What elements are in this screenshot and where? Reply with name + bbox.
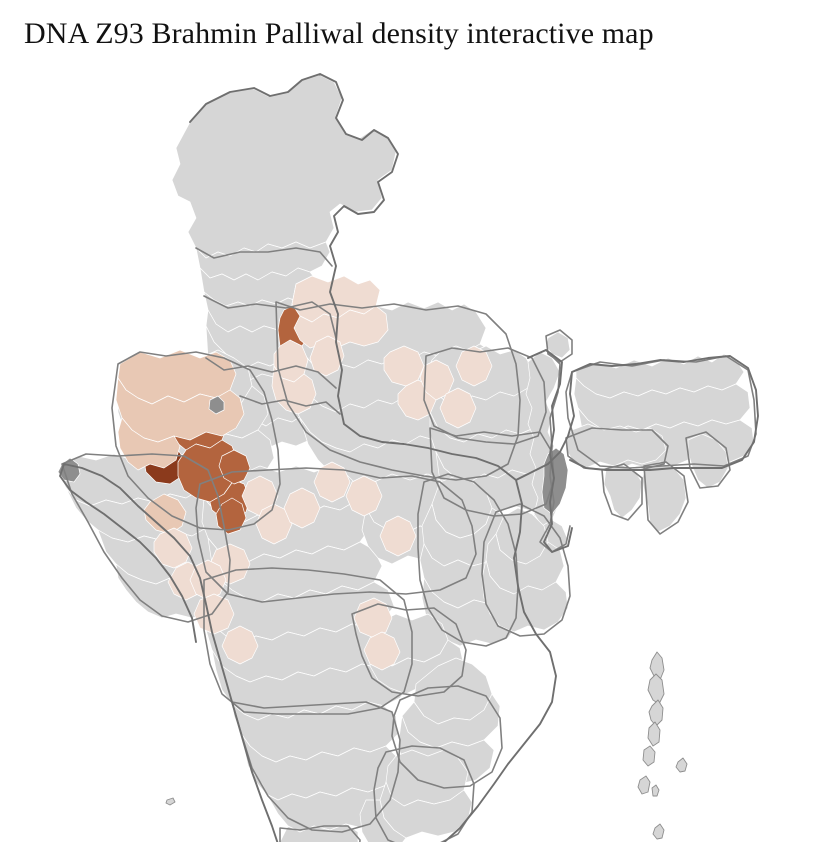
district-region-mid[interactable] xyxy=(118,418,180,470)
state-border xyxy=(112,352,280,530)
state-border xyxy=(644,462,688,534)
state-border xyxy=(196,248,332,266)
district-region-high[interactable] xyxy=(219,450,250,484)
state-border xyxy=(418,474,518,646)
district-region-low[interactable] xyxy=(440,388,476,428)
state-boundary-layer xyxy=(62,248,756,842)
district-region-low[interactable] xyxy=(272,366,316,414)
island-region[interactable] xyxy=(648,674,664,704)
island-region[interactable] xyxy=(652,785,659,796)
state-border xyxy=(424,348,546,444)
state-border xyxy=(430,428,554,516)
state-border xyxy=(352,604,466,696)
state-border xyxy=(482,504,570,636)
state-border xyxy=(240,396,340,414)
page-title: DNA Z93 Brahmin Palliwal density interac… xyxy=(24,17,654,50)
district-region-low[interactable] xyxy=(154,528,192,568)
island-region[interactable] xyxy=(650,652,664,680)
state-border xyxy=(276,302,520,480)
state-border xyxy=(602,464,642,520)
state-border xyxy=(204,296,336,338)
district-region-low[interactable] xyxy=(294,306,388,348)
district-region-low[interactable] xyxy=(364,632,400,670)
district-region-low[interactable] xyxy=(310,336,344,376)
district-region[interactable] xyxy=(172,74,396,258)
island-region[interactable] xyxy=(643,746,655,766)
district-region-low[interactable] xyxy=(256,504,292,544)
state-border xyxy=(196,468,476,602)
islands-layer xyxy=(166,652,697,842)
district-region-low[interactable] xyxy=(456,346,492,386)
district-region-low[interactable] xyxy=(190,560,226,600)
district-region-nodata[interactable] xyxy=(209,396,224,414)
state-border xyxy=(206,358,336,388)
island-region[interactable] xyxy=(653,824,664,839)
state-border xyxy=(232,702,400,832)
map-svg[interactable] xyxy=(0,52,830,842)
state-border xyxy=(392,686,502,788)
district-region-low[interactable] xyxy=(354,598,392,638)
district-region-low[interactable] xyxy=(346,476,382,516)
state-border xyxy=(280,826,360,842)
india-outline-east xyxy=(516,356,758,480)
island-region[interactable] xyxy=(649,700,663,726)
state-border xyxy=(546,330,572,362)
state-border xyxy=(62,454,230,622)
country-boundary-layer xyxy=(60,74,758,842)
state-border xyxy=(686,432,730,488)
island-region[interactable] xyxy=(648,722,660,746)
district-region-low[interactable] xyxy=(380,516,416,556)
island-region[interactable] xyxy=(638,776,650,794)
district-region-low[interactable] xyxy=(222,626,258,664)
india-outline-bengal xyxy=(528,350,572,552)
district-region-low[interactable] xyxy=(284,488,320,528)
district-region[interactable] xyxy=(360,800,406,842)
district-region-low[interactable] xyxy=(314,462,350,502)
district-region-low[interactable] xyxy=(194,594,234,634)
india-choropleth-map[interactable] xyxy=(0,52,830,842)
island-region[interactable] xyxy=(676,758,687,772)
island-region[interactable] xyxy=(166,798,175,805)
state-border xyxy=(204,568,412,714)
india-outline xyxy=(60,74,556,842)
